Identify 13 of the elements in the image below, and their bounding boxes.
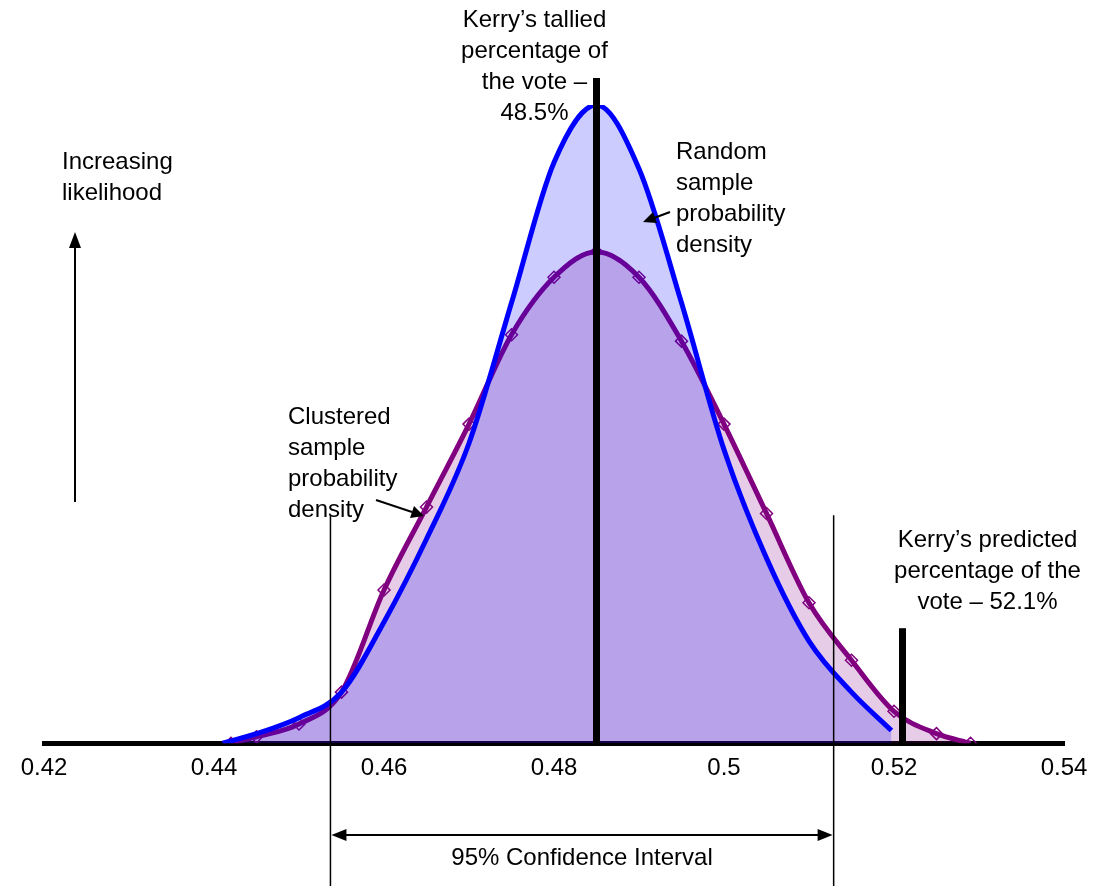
x-tick-label: 0.48 [530, 753, 578, 781]
x-tick-label: 0.42 [20, 753, 68, 781]
x-tick-label: 0.54 [1040, 753, 1088, 781]
ref-line-label: Kerry’s predicted percentage of the vote – 52.1% [894, 524, 1081, 614]
series-label: Random sample probability density [676, 136, 786, 257]
x-tick-label: 0.5 [707, 753, 741, 781]
ref-line-label: Kerry’s tallied percentage of the vote – 48.5% [461, 4, 609, 125]
x-tick-label: 0.46 [360, 753, 408, 781]
text: 95% Confidence Interval [451, 842, 713, 870]
x-tick-label: 0.52 [870, 753, 918, 781]
series-label: Clustered sample probability density [288, 401, 398, 522]
annotation: Increasing likelihood [62, 146, 173, 205]
x-tick-label: 0.44 [190, 753, 238, 781]
